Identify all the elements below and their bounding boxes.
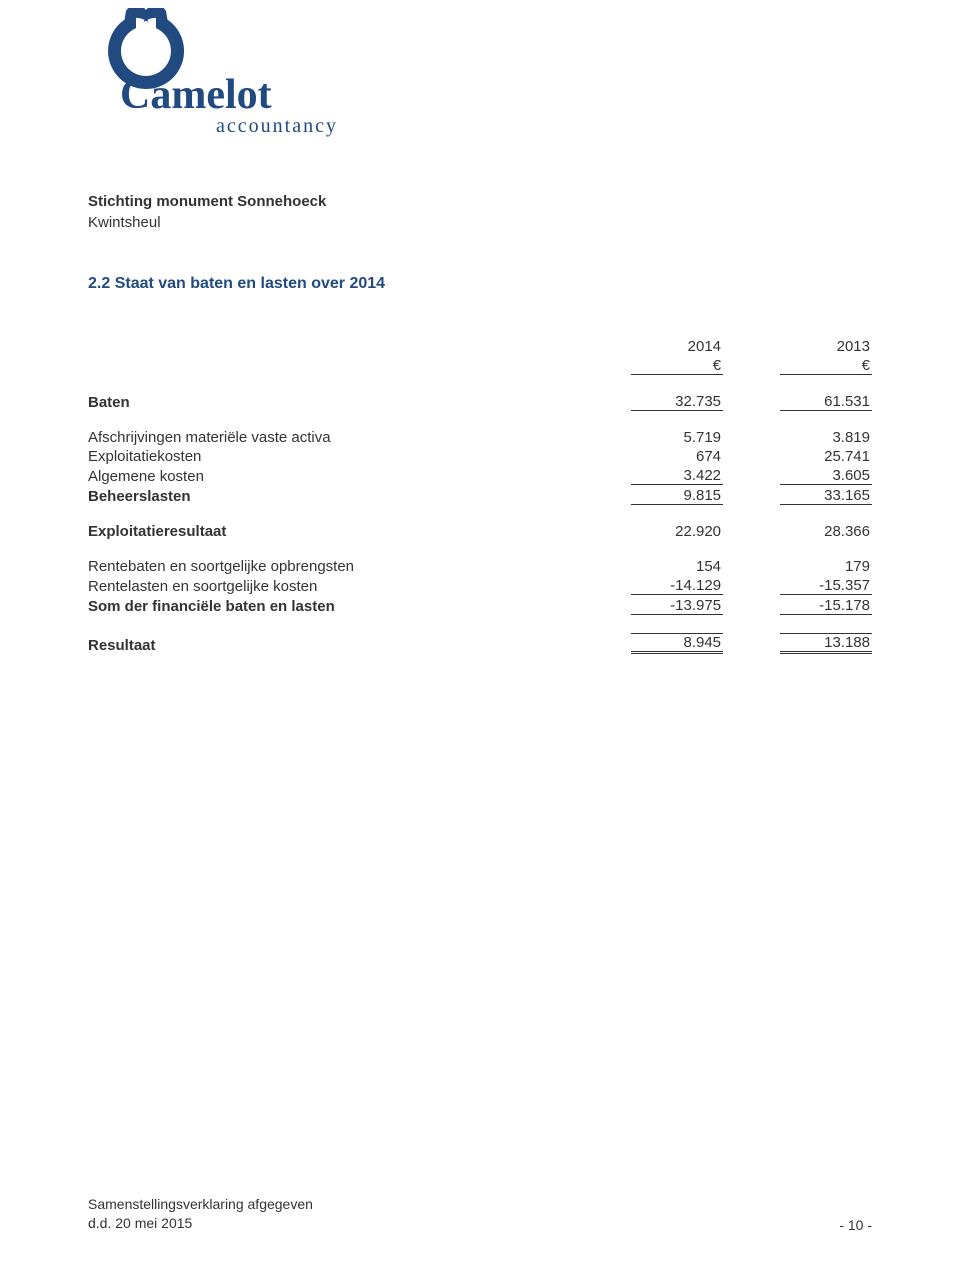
row-explres-v1: 22.920	[631, 523, 723, 540]
row-resultaat-v1: 8.945	[631, 633, 723, 654]
row-rentelasten-v2: -15.357	[780, 577, 872, 595]
org-name: Stichting monument Sonnehoeck	[88, 191, 872, 212]
row-explk-v2: 25.741	[780, 448, 872, 465]
row-rentelasten-v1: -14.129	[631, 577, 723, 595]
row-explk-v1: 674	[631, 448, 723, 465]
row-rentebaten-v2: 179	[780, 558, 872, 575]
row-afschr-v1: 5.719	[631, 429, 723, 446]
col-year-2: 2013	[780, 338, 872, 355]
section-title: 2.2 Staat van baten en lasten over 2014	[88, 275, 872, 293]
row-afschr-label: Afschrijvingen materiële vaste activa	[88, 428, 574, 447]
row-afschr-v2: 3.819	[780, 429, 872, 446]
page-number: - 10 -	[839, 1217, 872, 1233]
row-baten-v1: 32.735	[631, 393, 723, 411]
col-currency-1: €	[631, 357, 723, 375]
row-explk-label: Exploitatiekosten	[88, 447, 574, 466]
row-algk-v1: 3.422	[631, 467, 723, 485]
row-algk-v2: 3.605	[780, 467, 872, 485]
row-explres-v2: 28.366	[780, 523, 872, 540]
org-place: Kwintsheul	[88, 212, 872, 233]
footer-line1: Samenstellingsverklaring afgegeven	[88, 1195, 313, 1214]
row-explres-label: Exploitatieresultaat	[88, 522, 574, 541]
row-somfin-v1: -13.975	[631, 597, 723, 615]
row-baten-v2: 61.531	[780, 393, 872, 411]
row-beheer-v2: 33.165	[780, 487, 872, 505]
brand-subname: accountancy	[216, 115, 338, 137]
financial-table: 2014 2013 € € Baten 32.735 61.531 Afschr…	[88, 337, 872, 655]
row-rentelasten-label: Rentelasten en soortgelijke kosten	[88, 576, 574, 596]
row-beheer-label: Beheerslasten	[88, 486, 574, 506]
col-year-1: 2014	[631, 338, 723, 355]
row-beheer-v1: 9.815	[631, 487, 723, 505]
brand-logo: Camelot accountancy	[88, 0, 872, 143]
row-rentebaten-v1: 154	[631, 558, 723, 575]
row-somfin-label: Som der financiële baten en lasten	[88, 596, 574, 616]
row-resultaat-label: Resultaat	[88, 632, 574, 655]
row-somfin-v2: -15.178	[780, 597, 872, 615]
row-resultaat-v2: 13.188	[780, 633, 872, 654]
brand-name: Camelot	[120, 72, 272, 118]
row-rentebaten-label: Rentebaten en soortgelijke opbrengsten	[88, 557, 574, 576]
footer-line2: d.d. 20 mei 2015	[88, 1214, 313, 1233]
row-algk-label: Algemene kosten	[88, 466, 574, 486]
row-baten-label: Baten	[88, 392, 574, 412]
col-currency-2: €	[780, 357, 872, 375]
